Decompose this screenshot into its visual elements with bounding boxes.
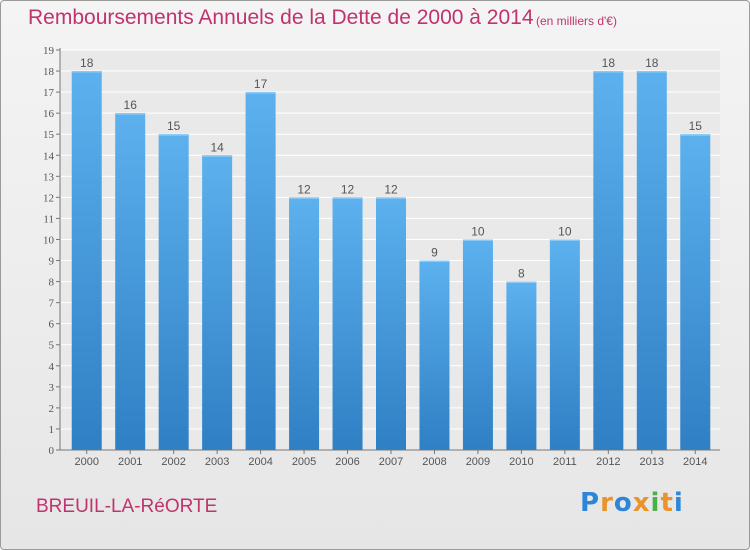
bar-value-label: 12 xyxy=(297,182,311,196)
bar-value-label: 12 xyxy=(384,182,398,196)
y-tick-label: 8 xyxy=(49,277,55,289)
bar-2011 xyxy=(549,239,580,450)
bar-highlight xyxy=(158,134,189,136)
bar-2002 xyxy=(158,134,189,451)
bar-value-label: 14 xyxy=(210,140,224,154)
x-tick-label: 2008 xyxy=(422,456,446,468)
bar-highlight xyxy=(593,71,624,73)
bar-highlight xyxy=(680,134,711,136)
x-tick-label: 2009 xyxy=(466,456,490,468)
x-tick-label: 2012 xyxy=(596,456,620,468)
bar-2010 xyxy=(506,281,537,450)
bar-value-label: 9 xyxy=(431,246,438,260)
bar-2001 xyxy=(115,113,146,450)
y-tick-label: 10 xyxy=(43,234,55,246)
bar-2012 xyxy=(593,71,624,450)
bar-highlight xyxy=(115,113,146,115)
y-tick-label: 5 xyxy=(49,340,55,352)
x-tick-label: 2005 xyxy=(292,456,316,468)
bar-value-label: 15 xyxy=(689,119,703,133)
y-tick-label: 6 xyxy=(49,319,55,331)
bar-value-label: 10 xyxy=(558,224,572,238)
bar-value-label: 17 xyxy=(254,77,268,91)
bar-value-label: 16 xyxy=(124,98,138,112)
bar-2005 xyxy=(289,197,320,450)
bar-highlight xyxy=(376,197,406,199)
bar-2003 xyxy=(202,155,233,450)
y-tick-label: 4 xyxy=(49,361,55,373)
y-tick-label: 2 xyxy=(49,403,55,415)
bar-2009 xyxy=(462,239,493,450)
bar-highlight xyxy=(289,197,320,199)
bar-2013 xyxy=(636,71,667,450)
bar-highlight xyxy=(636,71,667,73)
y-tick-label: 15 xyxy=(43,129,55,141)
bar-highlight xyxy=(462,239,493,241)
y-tick-label: 14 xyxy=(43,150,55,162)
bar-value-label: 12 xyxy=(341,182,355,196)
x-tick-label: 2014 xyxy=(683,456,707,468)
bars: 18 16 15 14 17 12 12 12 9 10 8 10 18 18 15 xyxy=(71,56,711,451)
chart-title: Remboursements Annuels de la Dette de 20… xyxy=(28,6,534,29)
y-tick-label: 12 xyxy=(43,192,54,204)
bar-highlight xyxy=(202,155,233,157)
bar-value-label: 8 xyxy=(518,267,525,281)
x-tick-label: 2013 xyxy=(640,456,664,468)
x-tick-label: 2010 xyxy=(509,456,533,468)
y-tick-label: 7 xyxy=(49,298,55,310)
bar-value-label: 18 xyxy=(645,56,659,70)
y-tick-label: 1 xyxy=(49,424,55,436)
x-tick-label: 2002 xyxy=(161,456,185,468)
bar-highlight xyxy=(245,92,276,94)
bar-value-label: 18 xyxy=(80,56,94,70)
y-tick-label: 0 xyxy=(49,445,55,457)
y-tick-label: 9 xyxy=(49,256,55,268)
y-tick-label: 13 xyxy=(43,171,55,183)
y-tick-label: 18 xyxy=(43,66,55,78)
y-tick-label: 19 xyxy=(43,45,55,57)
x-tick-label: 2004 xyxy=(248,456,272,468)
bar-2006 xyxy=(332,197,363,450)
y-tick-label: 11 xyxy=(43,213,54,225)
bar-highlight xyxy=(71,71,102,73)
bar-highlight xyxy=(506,281,537,284)
bar-value-label: 18 xyxy=(602,56,616,70)
bar-2000 xyxy=(71,71,102,450)
commune-name: BREUIL-LA-RéORTE xyxy=(36,496,218,517)
x-tick-label: 2007 xyxy=(379,456,403,468)
y-tick-label: 17 xyxy=(43,87,55,99)
bar-2007 xyxy=(376,197,406,450)
x-tick-label: 2006 xyxy=(335,456,359,468)
bar-highlight xyxy=(332,197,363,199)
bar-2008 xyxy=(419,260,450,450)
x-tick-label: 2001 xyxy=(118,456,142,468)
y-tick-label: 3 xyxy=(49,382,55,394)
bar-2014 xyxy=(680,134,711,451)
bar-value-label: 10 xyxy=(471,224,485,238)
bar-value-label: 15 xyxy=(167,119,181,133)
x-tick-label: 2003 xyxy=(205,456,229,468)
bar-highlight xyxy=(549,239,580,241)
chart-subtitle: (en milliers d'€) xyxy=(536,14,617,28)
proxiti-logo: Proxiti xyxy=(580,488,684,518)
x-tick-label: 2011 xyxy=(553,456,577,468)
x-tick-label: 2000 xyxy=(74,456,98,468)
bar-highlight xyxy=(419,260,450,263)
bar-2004 xyxy=(245,92,276,451)
y-tick-label: 16 xyxy=(43,108,55,120)
